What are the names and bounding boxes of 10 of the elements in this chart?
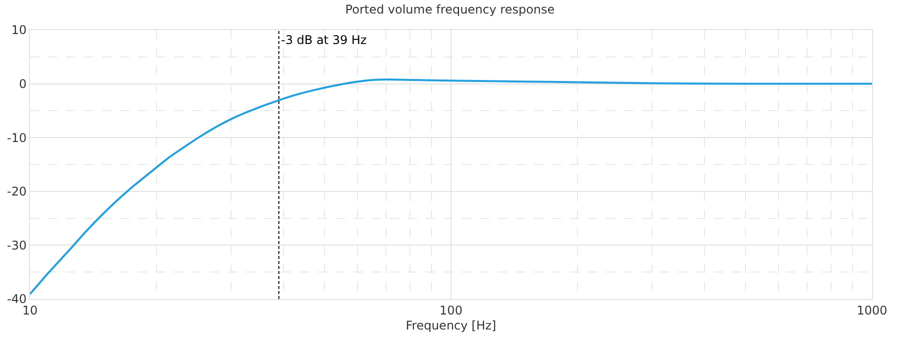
x-axis-title: Frequency [Hz] bbox=[406, 318, 496, 332]
x-tick-label: 1000 bbox=[856, 303, 888, 318]
x-tick-label: 100 bbox=[440, 303, 462, 318]
y-tick-label: -10 bbox=[6, 130, 27, 145]
chart-title: Ported volume frequency response bbox=[345, 2, 555, 16]
y-tick-label: -20 bbox=[6, 184, 27, 199]
y-tick-label: 0 bbox=[18, 77, 27, 91]
y-tick-label: -30 bbox=[6, 238, 27, 252]
y-tick-label: 10 bbox=[11, 23, 27, 38]
ref-line-label: -3 dB at 39 Hz bbox=[281, 33, 367, 47]
